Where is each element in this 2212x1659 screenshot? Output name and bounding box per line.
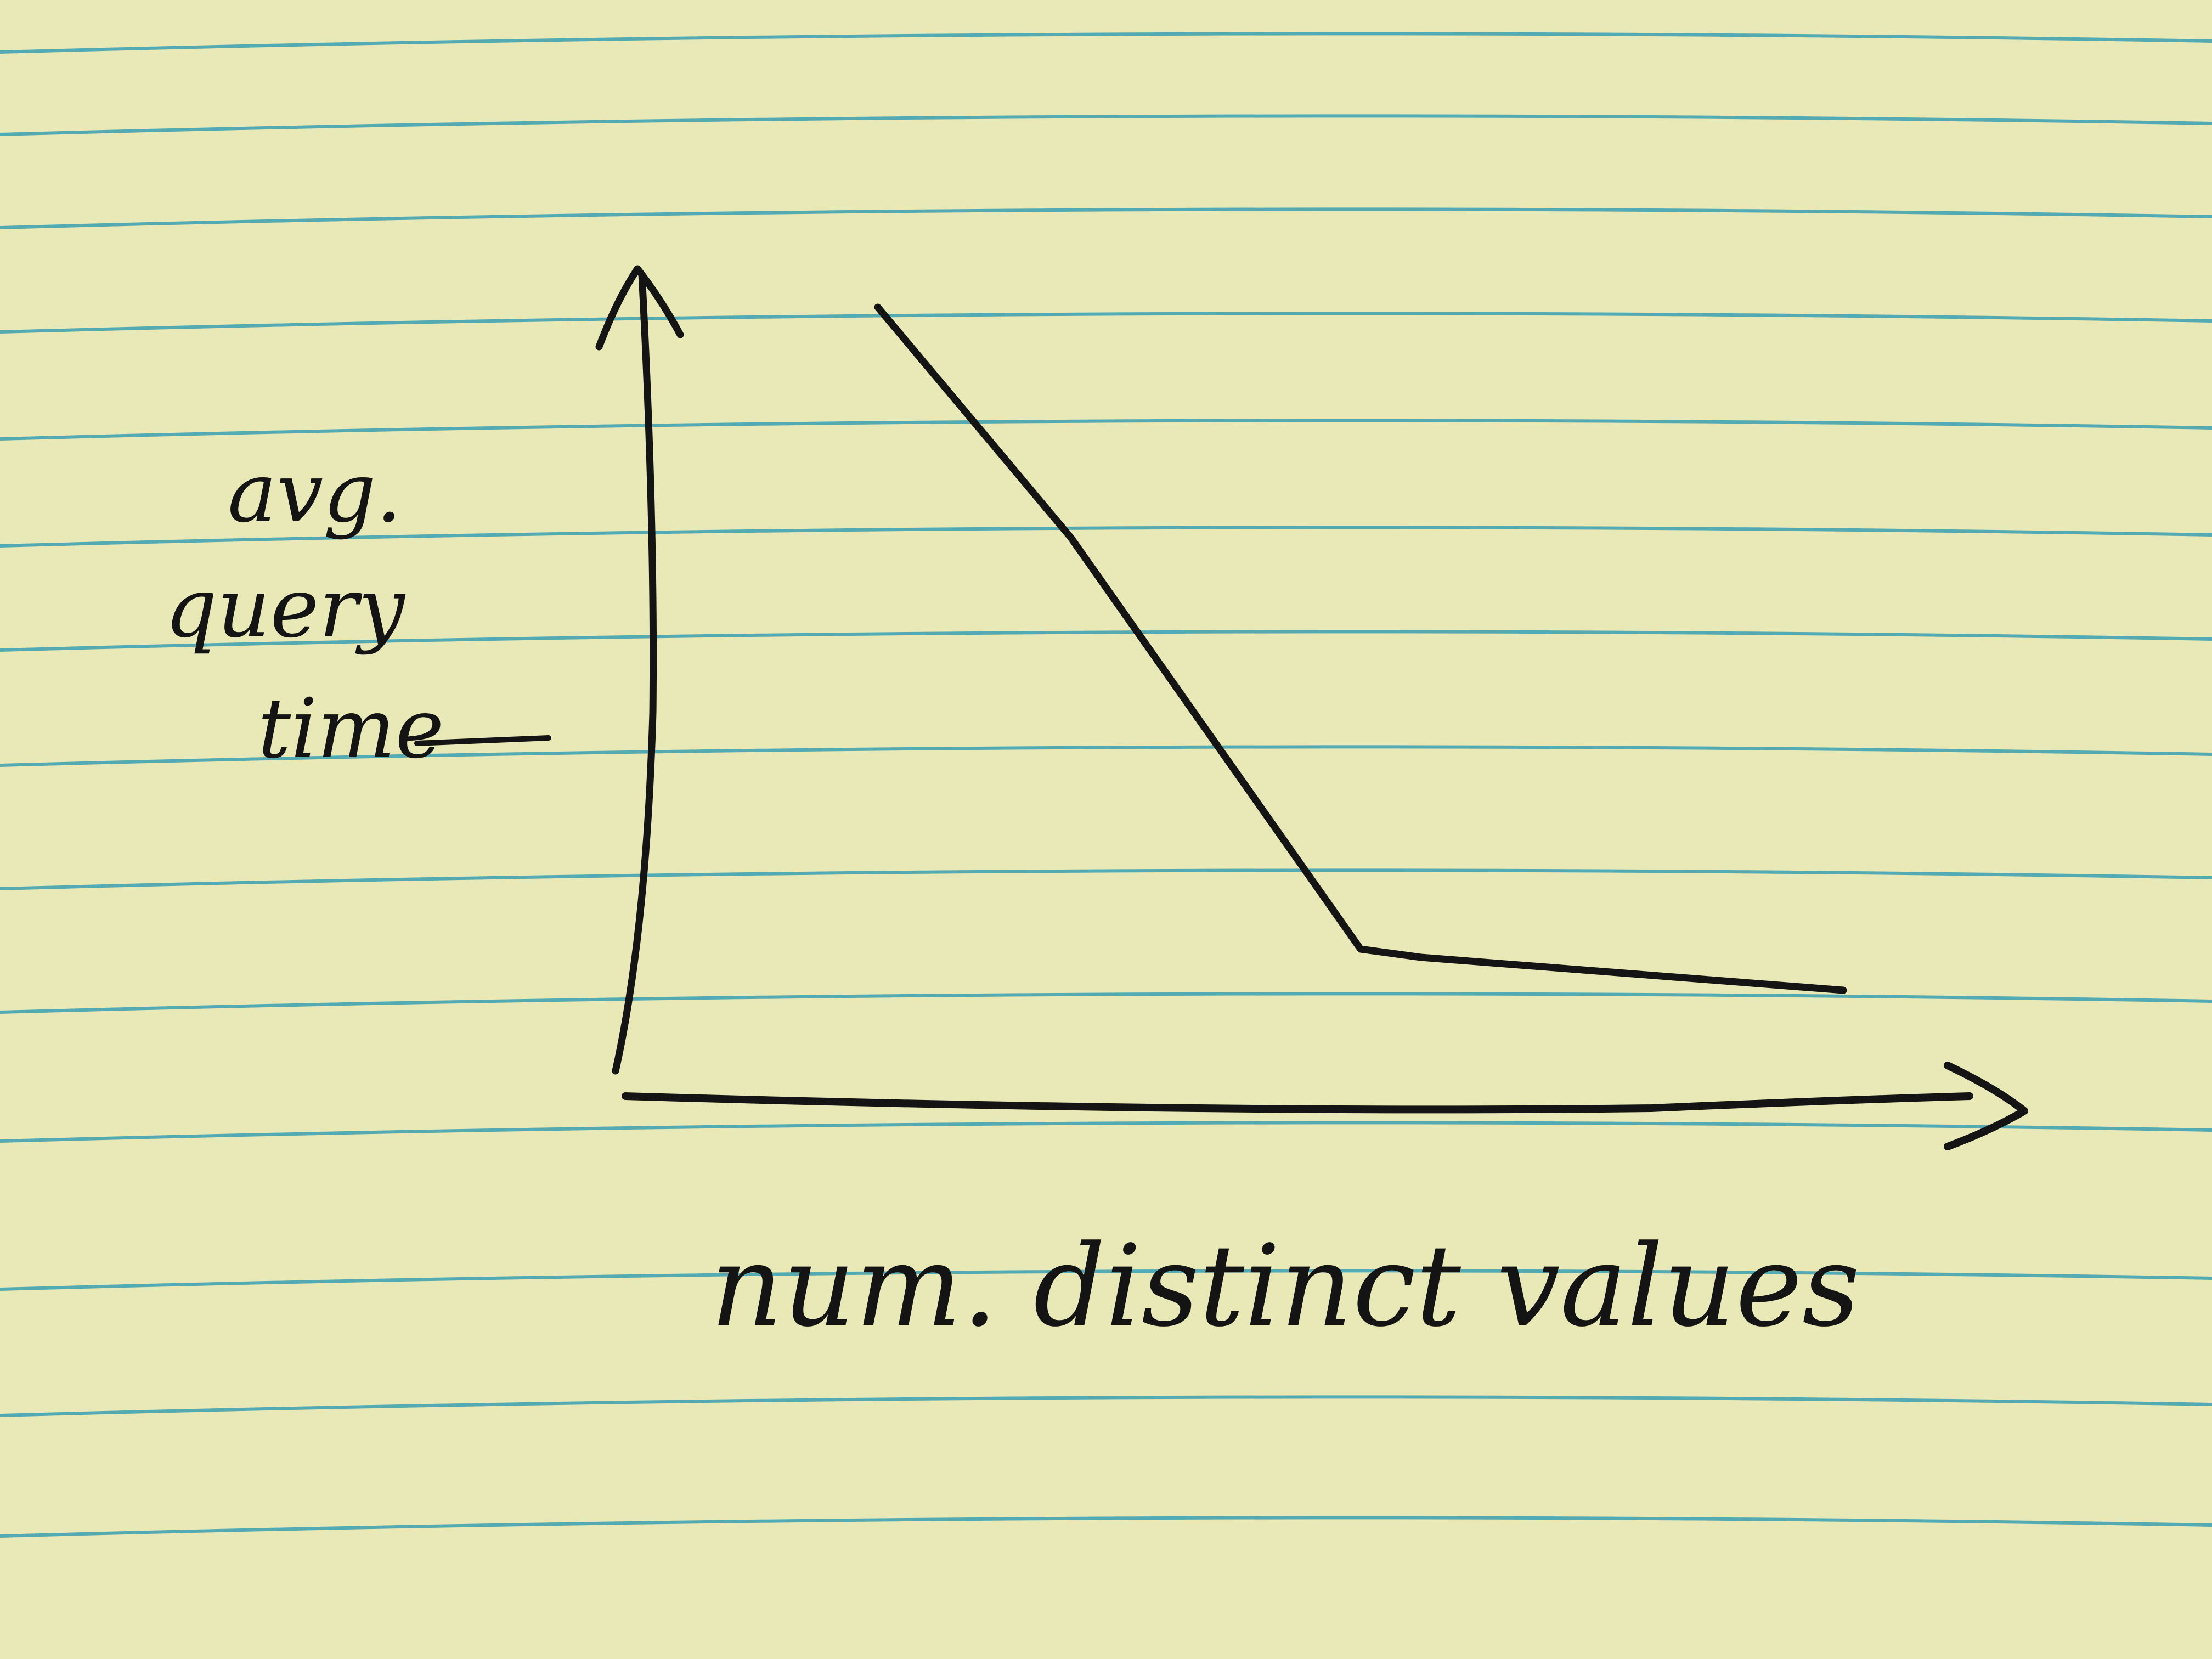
x-axis-line	[622, 1092, 1973, 1114]
y-axis-line	[612, 270, 657, 1075]
ruled-line-6	[0, 526, 2212, 548]
ruled-line-2	[0, 114, 2212, 136]
ruled-line-7	[0, 630, 2212, 652]
ruled-lines	[0, 32, 2212, 1538]
y-axis-label-line-2: query	[165, 561, 406, 656]
ruled-line-11	[0, 1121, 2212, 1143]
y-axis-label-line-3: time	[258, 681, 444, 777]
hand-drawn-line-chart: avg. query time num. distinct values	[165, 265, 2028, 1352]
ruled-line-10	[0, 992, 2212, 1014]
ruled-line-3	[0, 207, 2212, 229]
ruled-line-14	[0, 1516, 2212, 1538]
y-axis-label-line-1: avg.	[228, 445, 402, 541]
ruled-line-5	[0, 419, 2212, 441]
ruled-line-13	[0, 1395, 2212, 1417]
ruled-line-9	[0, 868, 2212, 890]
ruled-line-8	[0, 745, 2212, 767]
series-line	[874, 303, 1847, 994]
x-axis-label: num. distinct values	[710, 1221, 1860, 1352]
ruled-line-1	[0, 32, 2212, 54]
y-axis-label-underline	[414, 735, 551, 746]
data-series	[874, 303, 1847, 994]
ruled-line-12	[0, 1269, 2212, 1291]
y-axis-arrowhead	[595, 265, 684, 351]
ruled-line-4	[0, 312, 2212, 334]
x-axis-arrowhead	[1944, 1062, 2028, 1150]
